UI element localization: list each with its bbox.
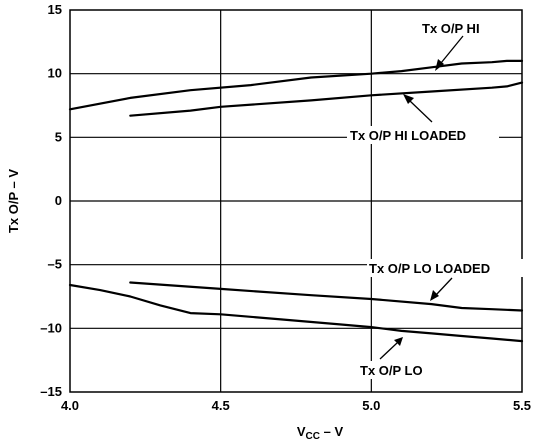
y-tick-label: 5: [55, 129, 62, 144]
y-tick-label: 0: [55, 193, 62, 208]
annotation-bg: [347, 126, 499, 144]
annotation-hi-loaded: Tx O/P HI LOADED: [350, 128, 466, 143]
annotation-lo-loaded-leader: [435, 277, 453, 296]
y-tick-labels: 15 10 5 0 –5 –10 –15: [40, 2, 62, 399]
annotation-lo-loaded: Tx O/P LO LOADED: [369, 261, 490, 276]
annotation-bg: [367, 259, 525, 277]
series-line-3: [129, 281, 524, 312]
series-group: [68, 59, 524, 343]
y-tick-label: 15: [48, 2, 62, 17]
x-axis-label-main: V: [297, 424, 306, 439]
y-tick-label: –15: [40, 384, 62, 399]
annotation-hi: Tx O/P HI: [422, 21, 480, 36]
annotation-hi-leader: [440, 35, 464, 64]
x-tick-label: 5.5: [513, 398, 531, 413]
x-tick-label: 4.0: [61, 398, 79, 413]
annotation-lo-loaded-arrowhead: [430, 290, 439, 301]
series-line-4: [68, 283, 524, 343]
y-tick-label: –10: [40, 320, 62, 335]
y-axis-label: Tx O/P – V: [6, 169, 21, 233]
annotation-bg: [359, 361, 443, 379]
annotation-lo-leader: [379, 342, 398, 360]
x-axis-label-suffix: – V: [320, 424, 343, 439]
annotation-lo-arrowhead: [394, 337, 403, 346]
series-line-2: [129, 81, 524, 117]
series-line-1: [68, 59, 524, 111]
annotation-hi-loaded-arrowhead: [403, 94, 414, 104]
x-axis-label-subscript: CC: [306, 431, 320, 442]
annotation-lo: Tx O/P LO: [360, 363, 423, 378]
annotation-hi-arrowhead: [435, 59, 444, 71]
x-tick-labels: 4.0 4.5 5.0 5.5: [61, 398, 531, 413]
x-tick-label: 4.5: [212, 398, 230, 413]
x-axis-label: VCC – V: [297, 424, 344, 442]
plot-frame: [69, 9, 523, 393]
x-tick-label: 5.0: [362, 398, 380, 413]
y-tick-label: –5: [48, 257, 62, 272]
y-tick-label: 10: [48, 66, 62, 81]
annotations: Tx O/P HI Tx O/P HI LOADED Tx O/P LO LOA…: [347, 19, 525, 379]
annotation-hi-loaded-leader: [409, 100, 433, 123]
annotation-bg: [420, 19, 504, 37]
